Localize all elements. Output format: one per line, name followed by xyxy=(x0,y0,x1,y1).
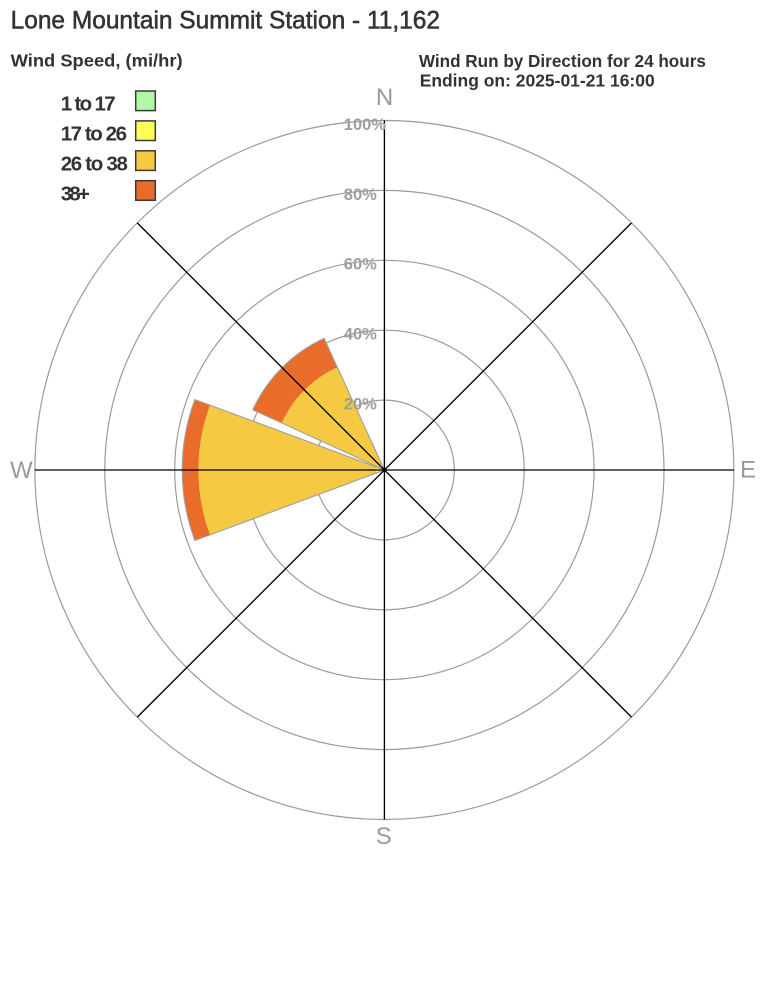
svg-text:Lone Mountain Summit Station -: Lone Mountain Summit Station - 11,162 xyxy=(11,8,440,35)
svg-text:20%: 20% xyxy=(344,395,377,413)
svg-text:W: W xyxy=(10,457,33,484)
svg-text:Wind Speed, (mi/hr): Wind Speed, (mi/hr) xyxy=(11,50,183,70)
svg-text:17 to 26: 17 to 26 xyxy=(61,123,127,146)
svg-text:1 to 17: 1 to 17 xyxy=(61,93,116,116)
svg-text:Wind Run by Direction for 24 h: Wind Run by Direction for 24 hours xyxy=(419,51,706,71)
svg-text:E: E xyxy=(740,457,756,484)
svg-text:60%: 60% xyxy=(344,256,377,274)
svg-text:26 to 38: 26 to 38 xyxy=(61,153,128,176)
svg-text:80%: 80% xyxy=(344,186,377,204)
svg-text:S: S xyxy=(376,823,392,850)
svg-text:N: N xyxy=(376,84,393,111)
svg-text:100%: 100% xyxy=(344,116,387,134)
svg-text:Ending on: 2025-01-21 16:00: Ending on: 2025-01-21 16:00 xyxy=(420,71,655,91)
svg-text:38+: 38+ xyxy=(61,182,90,205)
svg-text:40%: 40% xyxy=(344,326,377,344)
